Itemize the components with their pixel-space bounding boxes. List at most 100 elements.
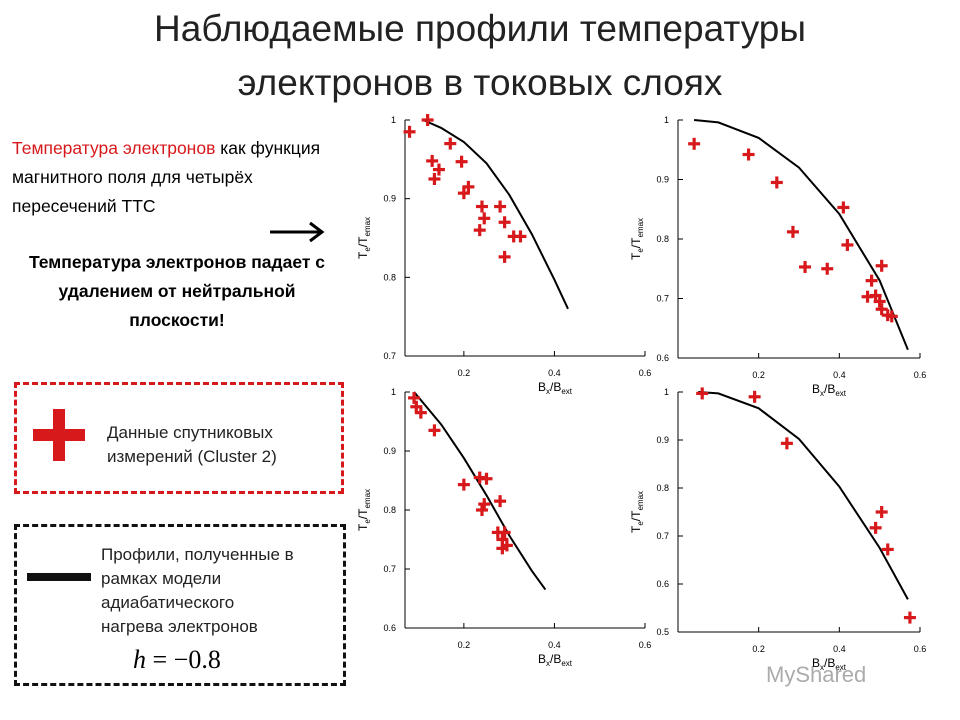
chart-3-x-tick-label: 0.4 <box>833 644 846 654</box>
chart-2-data-point <box>414 406 427 419</box>
chart-1-y-tick-label: 0.8 <box>656 234 669 244</box>
watermark: MyShared <box>766 662 867 687</box>
legend-data-line1: Данные спутниковых <box>107 423 273 442</box>
chart-0-y-axis-label: Te/Temax <box>356 217 372 259</box>
chart-1-data-point <box>786 225 799 238</box>
chart-3-model-curve <box>698 391 909 600</box>
legend-data-line2: измерений (Cluster 2) <box>107 447 277 466</box>
chart-0-data-point <box>473 224 486 237</box>
chart-1-data-point <box>865 274 878 287</box>
chart-2-data-point <box>496 533 509 546</box>
chart-3-y-tick-label: 0.5 <box>656 627 669 637</box>
chart-1-x-tick-label: 0.2 <box>752 370 765 380</box>
chart-0-data-point <box>421 114 434 126</box>
chart-0-x-tick-label: 0.2 <box>458 368 471 378</box>
legend-model-line1: Профили, полученные в <box>101 545 294 564</box>
chart-2-y-tick-label: 1 <box>391 387 396 397</box>
legend-model-label: Профили, полученные в рамках модели адиа… <box>101 543 294 639</box>
chart-1-data-point <box>875 303 888 316</box>
chart-bottom-right: 0.5 0.6 0.7 0.8 0.9 1 0.2 0.4 0.6 Bx/Bext Te/Temax <box>629 387 927 672</box>
chart-2-y-tick-label: 0.8 <box>383 505 396 515</box>
slide-title-line1: Наблюдаемые профили температуры <box>154 8 806 49</box>
chart-2-data-point <box>480 472 493 485</box>
chart-3-data-point <box>780 437 793 450</box>
description-highlight: Температура электронов <box>12 138 216 158</box>
chart-2-x-axis-label: Bx/Bext <box>538 652 573 668</box>
chart-2-data-point <box>410 400 423 413</box>
chart-1-data-point <box>861 290 874 303</box>
chart-1-y-tick-label: 0.6 <box>656 353 669 363</box>
chart-1-data-point <box>875 259 888 272</box>
formula-lhs: h <box>133 645 146 674</box>
chart-3-data-point <box>696 387 709 400</box>
chart-1-x-axis-label: Bx/Bext <box>812 382 847 398</box>
chart-2-data-point <box>500 539 513 552</box>
chart-2-data-point <box>428 424 441 437</box>
chart-0-y-tick-label: 0.7 <box>383 351 396 361</box>
chart-1-data-point <box>837 201 850 214</box>
chart-0-model-curve <box>422 119 569 310</box>
slide-title-line2: электронов в токовых слоях <box>237 62 723 103</box>
legend-model-line4: нагрева электронов <box>101 617 258 636</box>
legend-model-box: Профили, полученные в рамках модели адиа… <box>14 524 346 686</box>
chart-1-data-point <box>869 289 882 302</box>
chart-3-y-tick-label: 0.6 <box>656 579 669 589</box>
chart-1-data-point <box>799 260 812 273</box>
formula: h = −0.8 <box>133 645 221 675</box>
black-line-icon <box>27 573 91 581</box>
chart-0-y-tick-label: 0.8 <box>383 272 396 282</box>
chart-3-data-point <box>748 390 761 403</box>
chart-0-x-tick-label: 0.4 <box>548 368 561 378</box>
chart-2-y-tick-label: 0.9 <box>383 446 396 456</box>
chart-top-right: 0.6 0.7 0.8 0.9 1 0.2 0.4 0.6 Bx/Bext Te/Temax <box>629 115 927 398</box>
legend-model-line3: адиабатического <box>101 593 235 612</box>
arrow-right-icon <box>270 221 325 243</box>
chart-1-y-tick-label: 0.9 <box>656 175 669 185</box>
chart-3-x-axis-label: Bx/Bext <box>812 656 847 672</box>
chart-0-data-point <box>444 137 457 150</box>
chart-1-data-point <box>688 137 701 150</box>
description: Температура электронов как функция магни… <box>12 134 332 221</box>
chart-0-x-tick-label: 0.6 <box>639 368 652 378</box>
chart-1-y-axis-label: Te/Temax <box>629 218 645 260</box>
chart-2-y-tick-label: 0.6 <box>383 623 396 633</box>
chart-2-data-point <box>408 391 421 404</box>
chart-2-data-point <box>498 526 511 539</box>
chart-1-x-tick-label: 0.4 <box>833 370 846 380</box>
chart-2-x-tick-label: 0.4 <box>548 640 561 650</box>
chart-0-data-point <box>428 173 441 185</box>
chart-3-data-point <box>869 521 882 534</box>
chart-3-data-point <box>903 611 916 624</box>
chart-0-data-point <box>403 125 416 138</box>
chart-0-data-point <box>478 212 491 225</box>
chart-2-data-point <box>494 495 507 508</box>
chart-0-data-point <box>507 230 520 243</box>
description-rest: как функция магнитного поля для четырёх … <box>12 138 321 216</box>
chart-3-x-tick-label: 0.6 <box>914 644 927 654</box>
red-plus-icon <box>33 409 85 461</box>
chart-1-data-point <box>742 148 755 161</box>
chart-0-y-tick-label: 1 <box>391 115 396 125</box>
chart-2-data-point <box>496 542 509 555</box>
legend-model-line2: рамках модели <box>101 569 222 588</box>
chart-0-x-axis-label: Bx/Bext <box>538 380 573 396</box>
chart-0-data-point <box>498 216 511 229</box>
chart-2-model-curve <box>413 391 547 591</box>
chart-2-y-tick-label: 0.7 <box>383 564 396 574</box>
chart-2-x-tick-label: 0.2 <box>458 640 471 650</box>
chart-1-y-tick-label: 1 <box>664 115 669 125</box>
chart-3-data-point <box>881 543 894 556</box>
chart-2-data-point <box>491 526 504 539</box>
chart-top-left: 0.7 0.8 0.9 1 0.2 0.4 0.6 Bx/Bext Te/Temax <box>356 114 652 396</box>
chart-1-data-point <box>821 262 834 275</box>
bold-note: Температура электронов падает с удаление… <box>28 252 326 330</box>
chart-0-data-point <box>455 155 468 168</box>
chart-1-data-point <box>885 310 898 323</box>
slide-title: Наблюдаемые профили температуры электрон… <box>0 2 960 110</box>
chart-0-data-point <box>426 154 439 167</box>
chart-2-y-axis-label: Te/Temax <box>356 489 372 531</box>
chart-1-x-tick-label: 0.6 <box>914 370 927 380</box>
formula-rhs: = −0.8 <box>146 645 221 674</box>
chart-0-data-point <box>498 250 511 263</box>
chart-1-model-curve <box>694 119 909 351</box>
